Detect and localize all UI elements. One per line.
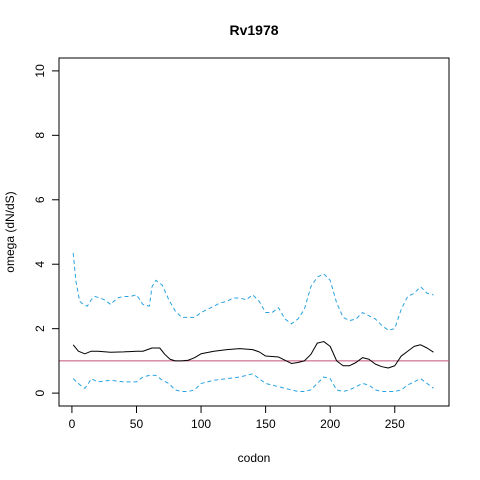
y-tick-label: 10 — [33, 64, 47, 78]
chart-title: Rv1978 — [229, 22, 278, 38]
plot-frame — [58, 57, 450, 407]
y-tick-label: 0 — [33, 389, 47, 396]
omega-estimate-line — [72, 341, 434, 369]
y-tick-label: 8 — [33, 132, 47, 139]
upper-bound-line — [72, 252, 434, 331]
y-axis-label: omega (dN/dS) — [3, 191, 17, 272]
x-tick-label: 150 — [256, 417, 276, 431]
x-tick-label: 0 — [69, 417, 76, 431]
x-tick-label: 200 — [320, 417, 340, 431]
x-tick-label: 250 — [385, 417, 405, 431]
lower-bound-line — [72, 373, 434, 392]
x-axis-label: codon — [238, 451, 271, 465]
x-tick-label: 100 — [191, 417, 211, 431]
x-tick-label: 50 — [130, 417, 144, 431]
y-tick-label: 2 — [33, 325, 47, 332]
y-tick-label: 6 — [33, 196, 47, 203]
y-tick-label: 4 — [33, 261, 47, 268]
